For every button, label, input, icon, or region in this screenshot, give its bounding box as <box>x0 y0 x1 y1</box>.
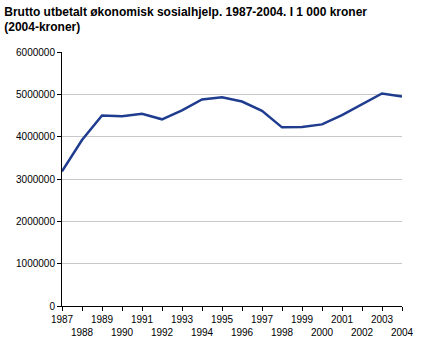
svg-text:1993: 1993 <box>171 314 194 325</box>
svg-text:1990: 1990 <box>111 327 134 338</box>
svg-text:1987: 1987 <box>51 314 74 325</box>
svg-text:2000: 2000 <box>311 327 334 338</box>
svg-text:1989: 1989 <box>91 314 114 325</box>
svg-text:1992: 1992 <box>151 327 174 338</box>
svg-text:2000000: 2000000 <box>16 216 55 227</box>
svg-text:1997: 1997 <box>251 314 274 325</box>
svg-text:1000000: 1000000 <box>16 258 55 269</box>
svg-text:1999: 1999 <box>291 314 314 325</box>
svg-text:2004: 2004 <box>391 327 414 338</box>
svg-text:1998: 1998 <box>271 327 294 338</box>
svg-text:5000000: 5000000 <box>16 89 55 100</box>
svg-text:3000000: 3000000 <box>16 174 55 185</box>
svg-text:1994: 1994 <box>191 327 214 338</box>
svg-text:0: 0 <box>49 301 55 312</box>
svg-text:Brutto utbetalt økonomisk sosi: Brutto utbetalt økonomisk sosialhjelp. 1… <box>4 5 367 35</box>
svg-text:2002: 2002 <box>351 327 374 338</box>
svg-text:6000000: 6000000 <box>16 47 55 58</box>
svg-text:1991: 1991 <box>131 314 154 325</box>
svg-text:4000000: 4000000 <box>16 131 55 142</box>
svg-text:1995: 1995 <box>211 314 234 325</box>
svg-text:1988: 1988 <box>71 327 94 338</box>
svg-text:2001: 2001 <box>331 314 354 325</box>
svg-text:2003: 2003 <box>371 314 394 325</box>
svg-text:1996: 1996 <box>231 327 254 338</box>
